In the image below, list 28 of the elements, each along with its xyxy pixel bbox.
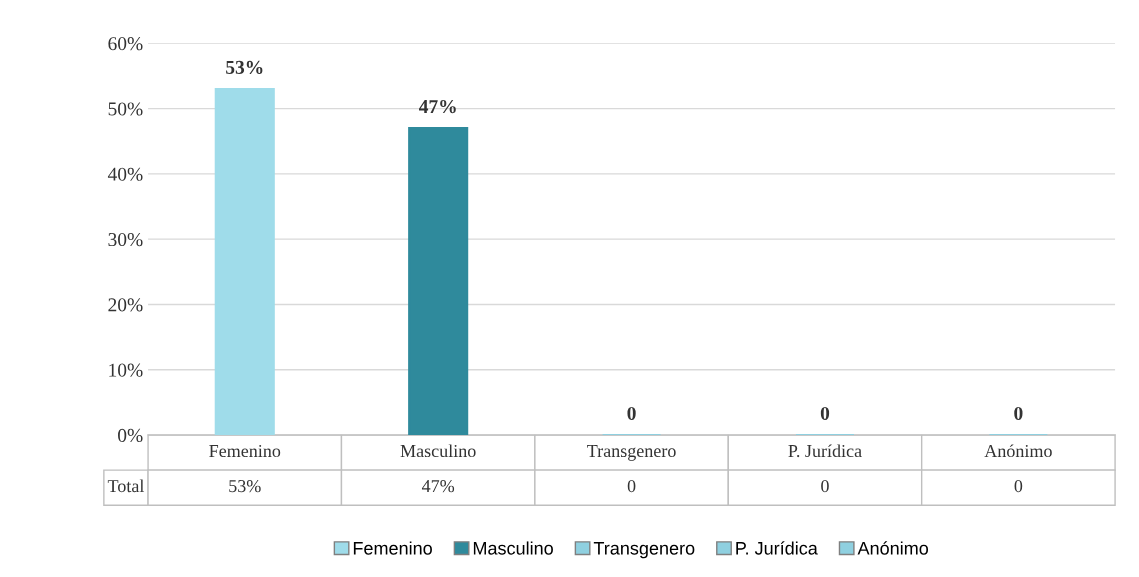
y-tick-label: 30% bbox=[108, 232, 143, 247]
x-tick-label: Anónimo bbox=[984, 444, 1052, 458]
text: Total bbox=[107, 479, 145, 493]
y-tick-label: 40% bbox=[107, 167, 143, 181]
x-tick-label: Masculino bbox=[400, 444, 476, 458]
category-label: Masculino bbox=[473, 541, 553, 555]
y-tick-label: 50% bbox=[108, 102, 143, 116]
text: 0 bbox=[820, 406, 830, 420]
x-tick-label: Femenino bbox=[209, 444, 281, 458]
data-label: 0 bbox=[627, 479, 636, 493]
data-label: 0 bbox=[1014, 479, 1023, 493]
y-tick-label: 10% bbox=[109, 363, 143, 377]
category-label: P. Jurídica bbox=[736, 541, 818, 555]
text: 0 bbox=[627, 406, 636, 420]
text: 0 bbox=[1014, 406, 1023, 420]
data-label: 53% bbox=[229, 479, 261, 493]
y-tick-label: 60% bbox=[108, 37, 143, 51]
y-tick-label: 20% bbox=[108, 298, 143, 312]
category-label: Transgenero bbox=[593, 542, 695, 559]
text: 47% bbox=[419, 99, 456, 114]
x-tick-label: Transgenero bbox=[587, 445, 676, 461]
data-label: 0 bbox=[821, 479, 829, 493]
category-label: Anónimo bbox=[857, 541, 929, 555]
text: 53% bbox=[226, 60, 263, 74]
y-tick-label: 0% bbox=[118, 428, 143, 443]
x-tick-label: P. Jurídica bbox=[788, 444, 862, 458]
category-label: Femenino bbox=[353, 541, 432, 555]
data-label: 47% bbox=[421, 479, 455, 493]
